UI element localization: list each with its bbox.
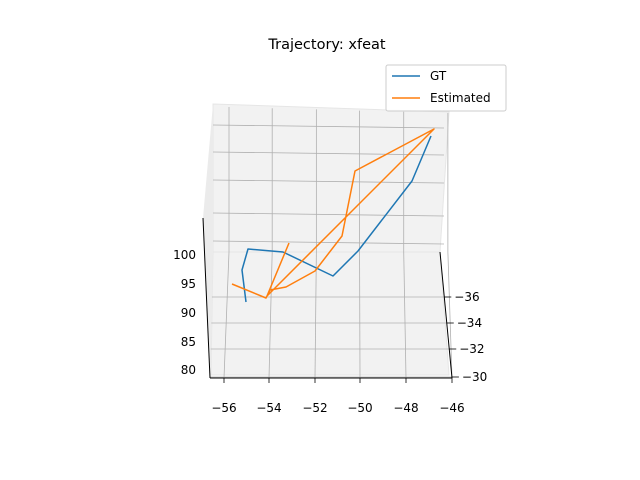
y-tick-label: −36 bbox=[454, 290, 479, 304]
legend: GT Estimated bbox=[385, 64, 507, 112]
grid-lines bbox=[210, 107, 453, 379]
tick-marks: −56 −54 −52 −50 −48 −46 −30 −32 −34 −36 80 85 90 95 10… bbox=[173, 248, 487, 415]
z-tick-label: 80 bbox=[181, 363, 196, 377]
series-line-estimated bbox=[231, 128, 435, 299]
legend-label-gt: GT bbox=[430, 69, 447, 83]
z-tick-label: 85 bbox=[181, 335, 196, 349]
z-tick-label: 90 bbox=[181, 306, 196, 320]
x-tick-label: −48 bbox=[393, 401, 418, 415]
z-tick-label: 100 bbox=[173, 248, 196, 262]
x-gridline-floor bbox=[447, 251, 453, 379]
axes bbox=[202, 217, 453, 379]
x-gridline-floor bbox=[223, 251, 230, 379]
x-gridline-floor bbox=[268, 251, 273, 379]
z-gridline bbox=[212, 212, 445, 217]
x-tick-label: −52 bbox=[302, 401, 327, 415]
x-gridline-floor bbox=[314, 251, 317, 379]
y-tick-label: −30 bbox=[462, 370, 487, 384]
series-line-gt bbox=[241, 135, 432, 303]
legend-label-estimated: Estimated bbox=[430, 91, 491, 105]
y-tick-label: −32 bbox=[459, 342, 484, 356]
z-gridline bbox=[212, 151, 445, 156]
x-tick-label: −46 bbox=[439, 401, 464, 415]
z-gridline bbox=[212, 240, 445, 245]
y-axis-line bbox=[439, 251, 453, 379]
z-axis-line bbox=[202, 217, 211, 379]
z-gridline bbox=[212, 124, 445, 129]
series-lines bbox=[231, 128, 435, 303]
x-gridline-floor bbox=[403, 251, 407, 379]
floor-pane bbox=[210, 251, 450, 376]
x-tick-label: −56 bbox=[211, 401, 236, 415]
x-tick-label: −50 bbox=[347, 401, 372, 415]
x-tick-label: −54 bbox=[256, 401, 281, 415]
side-pane bbox=[203, 104, 213, 378]
z-tick-label: 95 bbox=[181, 277, 196, 291]
chart-title: Trajectory: xfeat bbox=[267, 37, 386, 53]
y-tick-label: −34 bbox=[457, 316, 482, 330]
z-gridline bbox=[212, 179, 445, 184]
